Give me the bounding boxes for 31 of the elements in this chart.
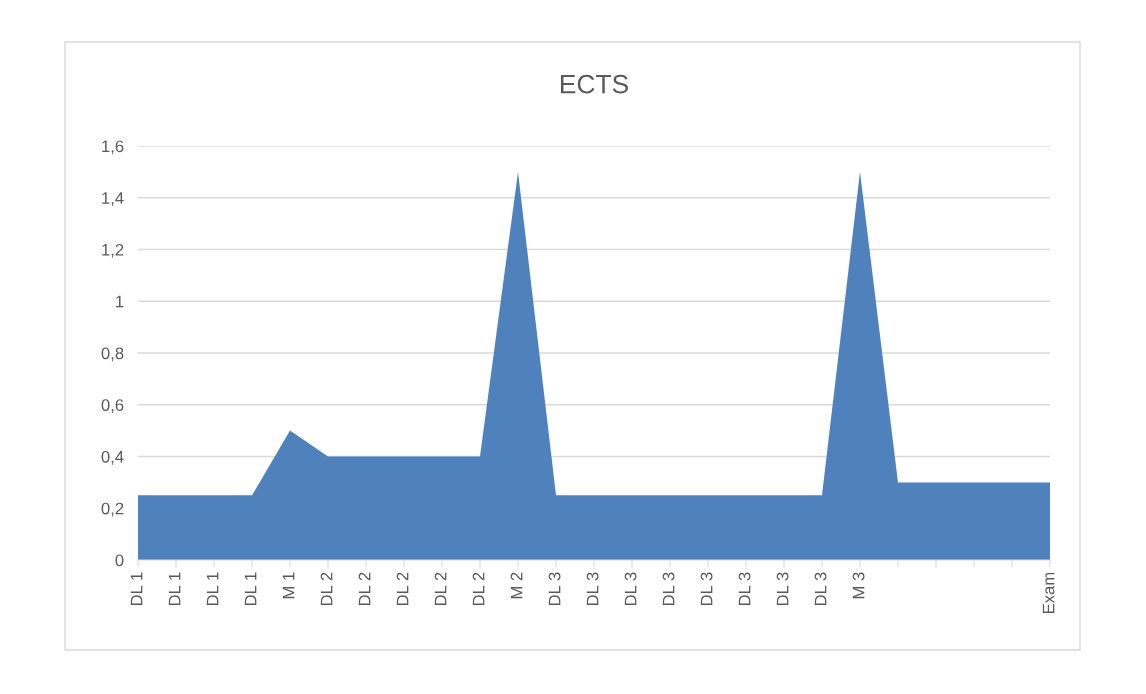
y-tick-label: 0,8 [101, 347, 124, 362]
x-tick-label: DL 2 [472, 572, 485, 606]
x-tick-label: DL 3 [700, 572, 713, 606]
x-tick-label: DL 3 [738, 572, 751, 606]
y-tick-label: 1,2 [102, 243, 124, 258]
y-tick-label: 1 [116, 295, 124, 308]
x-tick-label: DL 3 [624, 572, 637, 606]
x-tick-label: DL 3 [662, 572, 675, 606]
x-tick-label: M 2 [510, 572, 523, 599]
y-tick-label: 1,6 [102, 140, 124, 155]
x-tick-label: DL 2 [396, 572, 409, 606]
x-tick-label: DL 2 [320, 572, 333, 606]
x-tick-label: DL 1 [130, 572, 143, 606]
x-tick-label: DL 2 [358, 572, 371, 606]
x-tick-label: Exam [1042, 572, 1055, 614]
y-tick-label: 0 [115, 554, 124, 567]
y-tick-label: 0,6 [101, 399, 124, 413]
x-tick-label: M 1 [282, 572, 295, 599]
x-tick-label: DL 1 [206, 572, 219, 606]
y-tick-label: 0,2 [101, 502, 124, 517]
x-tick-label: M 3 [852, 572, 865, 599]
chart-title: ECTS [560, 74, 628, 94]
x-tick-label: DL 1 [244, 572, 257, 606]
x-tick-label: DL 2 [434, 572, 447, 606]
y-tick-label: 1,4 [102, 192, 124, 206]
x-tick-label: DL 3 [776, 572, 789, 606]
x-tick-label: DL 3 [814, 572, 827, 606]
x-tick-label: DL 3 [586, 572, 599, 606]
x-tick-label: DL 3 [548, 572, 561, 606]
y-tick-label: 0,4 [101, 450, 124, 465]
x-tick-label: DL 1 [168, 572, 181, 606]
